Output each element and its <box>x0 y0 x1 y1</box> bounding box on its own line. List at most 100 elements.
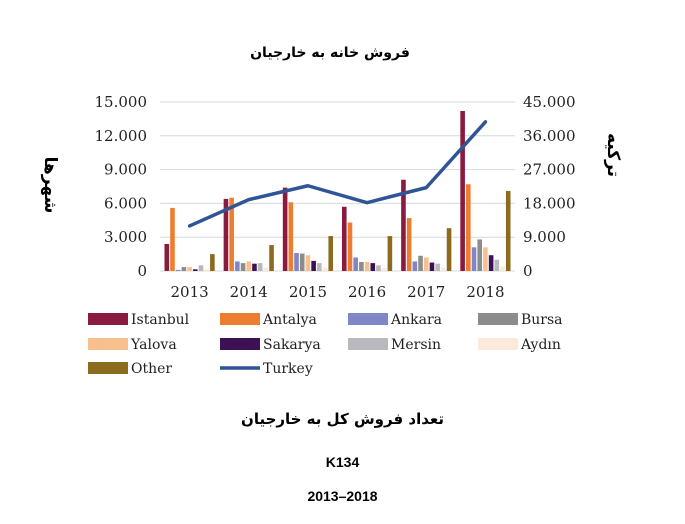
y-left-tick-label: 15.000 <box>95 93 148 111</box>
x-tick-label: 2016 <box>348 283 386 301</box>
bar-sakarya <box>311 260 316 271</box>
y-right-tick-label: 18.000 <box>523 194 576 212</box>
y-left-tick-label: 0 <box>137 262 147 280</box>
turkey-line-layer <box>187 120 488 228</box>
bar-bursa <box>477 239 483 271</box>
y-left-tick-label: 12.000 <box>95 127 148 145</box>
legend-label: Antalya <box>262 312 317 328</box>
bar-sakarya <box>429 262 435 271</box>
bar-ankara <box>471 247 477 271</box>
bar-antalya <box>288 202 294 271</box>
y-right-tick-label: 9.000 <box>523 228 566 246</box>
legend-label: Sakarya <box>263 337 321 353</box>
bar-aydın <box>381 268 387 271</box>
y-axis-left: 0 3.000 6.000 9.000 12.000 15.000 <box>95 93 148 280</box>
bar-ankara <box>175 269 181 271</box>
y-right-tick-label: 36.000 <box>523 127 576 145</box>
bar-istanbul <box>282 187 288 271</box>
x-tick-label: 2017 <box>407 283 445 301</box>
bar-ankara <box>235 261 240 271</box>
bar-bursa <box>181 267 187 271</box>
bar-yalova <box>305 255 311 271</box>
bar-yalova <box>364 261 370 271</box>
bar-sakarya <box>488 255 494 271</box>
y-axis-right: 0 9.000 18.000 27.000 36.000 45.000 <box>523 93 576 280</box>
bar-aydın <box>204 269 209 271</box>
bar-yalova <box>423 257 429 271</box>
bar-istanbul <box>401 179 406 271</box>
legend-swatch-mersin <box>348 338 388 350</box>
bar-ankara <box>412 261 418 271</box>
bar-yalova <box>187 267 192 271</box>
legend-swatch-bursa <box>478 313 518 325</box>
x-tick-label: 2014 <box>230 283 268 301</box>
legend-label: Yalova <box>130 337 177 353</box>
bar-bursa <box>359 261 364 271</box>
caption-title: تعداد فروش کل به خارجیان <box>241 410 444 428</box>
legend-swatch-aydın <box>478 338 518 350</box>
legend-label: Aydın <box>520 337 561 353</box>
bar-antalya <box>170 207 175 271</box>
bar-sakarya <box>370 263 376 271</box>
bar-mersin <box>198 265 204 271</box>
bar-bursa <box>299 253 305 271</box>
bar-istanbul <box>341 206 347 271</box>
bar-mersin <box>494 259 500 271</box>
bar-aydın <box>263 267 269 271</box>
bar-antalya <box>347 222 353 271</box>
bar-sakarya <box>252 263 257 271</box>
bar-bursa <box>418 255 423 271</box>
x-tick-label: 2015 <box>289 283 327 301</box>
bar-yalova <box>483 247 488 271</box>
bar-istanbul <box>164 243 170 271</box>
bar-sakarya <box>192 269 198 271</box>
legend-swatch-yalova <box>88 338 128 350</box>
bar-yalova <box>246 261 252 271</box>
y-right-tick-label: 45.000 <box>523 93 576 111</box>
y-right-tick-label: 0 <box>523 262 533 280</box>
x-axis: 2013 2014 2015 2016 2017 2018 <box>170 283 504 301</box>
legend-label: Istanbul <box>131 312 190 328</box>
legend-label: Other <box>131 361 172 377</box>
bar-istanbul <box>223 198 229 271</box>
y-left-tick-label: 9.000 <box>104 161 147 179</box>
bar-ankara <box>294 252 299 271</box>
bar-other <box>446 228 452 271</box>
bar-aydın <box>500 266 505 271</box>
chart: فروش خانه به خارجیان 0 3.000 6.000 9.000 12.… <box>40 45 623 377</box>
legend-swatch-ankara <box>348 313 388 325</box>
bar-mersin <box>317 263 322 271</box>
legend-swatch-istanbul <box>88 313 128 325</box>
y-left-tick-label: 6.000 <box>104 194 147 212</box>
bar-other <box>387 236 393 271</box>
bars <box>164 111 511 271</box>
legend-swatch-sakarya <box>220 338 260 350</box>
bar-other <box>269 245 274 271</box>
bar-antalya <box>229 197 234 271</box>
grid <box>160 101 515 272</box>
legend: Istanbul Antalya Ankara Bursa Yalova Sakarya M… <box>88 312 563 377</box>
legend-swatch-other <box>88 362 128 374</box>
bar-other <box>505 191 511 271</box>
y-axis-right-title: ترکیه <box>603 133 623 177</box>
x-tick-label: 2018 <box>466 283 504 301</box>
bar-mersin <box>257 263 263 271</box>
bar-bursa <box>240 263 246 271</box>
bar-other <box>328 236 334 271</box>
legend-label: Ankara <box>390 312 442 328</box>
y-axis-left-title: شهرها <box>40 157 60 214</box>
bar-other <box>210 254 215 271</box>
bar-istanbul <box>460 111 465 271</box>
legend-label: Bursa <box>521 312 563 328</box>
legend-swatch-antalya <box>220 313 260 325</box>
caption-code: K134 <box>325 454 360 470</box>
chart-title: فروش خانه به خارجیان <box>250 45 410 61</box>
bar-aydın <box>322 267 328 271</box>
y-right-tick-label: 27.000 <box>523 161 576 179</box>
legend-label: Mersin <box>391 337 441 353</box>
bar-ankara <box>353 257 358 271</box>
caption-years: 2013–2018 <box>307 488 378 504</box>
legend-label: Turkey <box>263 361 313 377</box>
bar-mersin <box>435 263 440 271</box>
y-left-tick-label: 3.000 <box>104 228 147 246</box>
